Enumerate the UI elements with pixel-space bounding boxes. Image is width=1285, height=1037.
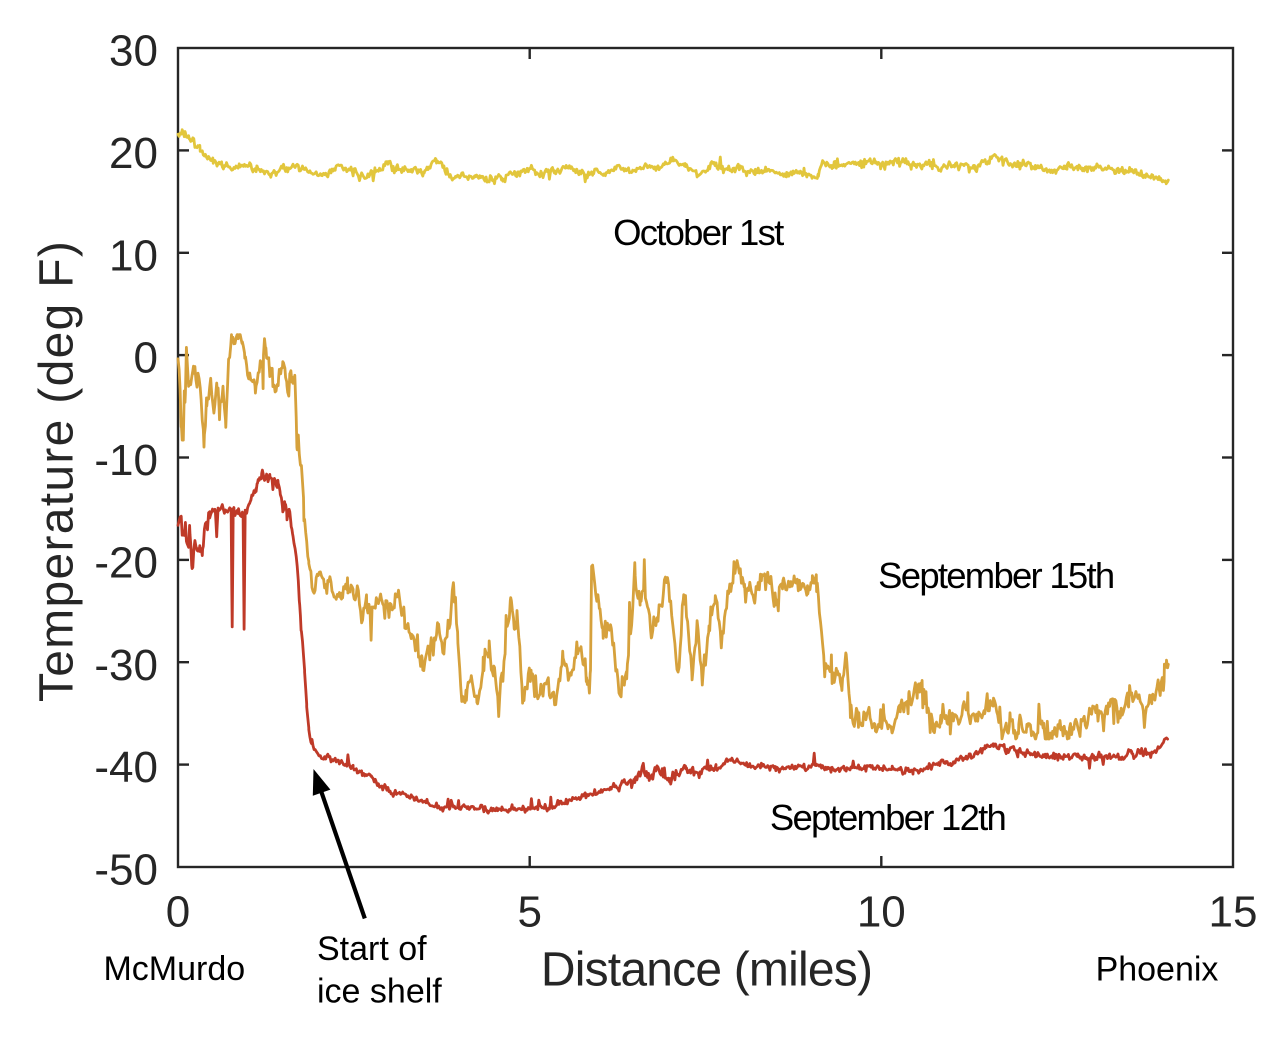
svg-text:Start of: Start of [317,930,427,968]
svg-text:Temperature (deg F): Temperature (deg F) [31,240,84,702]
svg-text:20: 20 [109,129,158,178]
svg-text:15: 15 [1209,888,1258,937]
svg-text:September 15th: September 15th [878,555,1113,596]
svg-text:-50: -50 [94,846,158,895]
svg-text:September 12th: September 12th [770,797,1005,838]
svg-text:-20: -20 [94,538,158,587]
svg-text:-30: -30 [94,641,158,690]
svg-text:Distance (miles): Distance (miles) [541,944,872,997]
svg-text:Phoenix: Phoenix [1096,950,1219,988]
svg-text:10: 10 [109,231,158,280]
svg-text:-40: -40 [94,743,158,792]
svg-text:0: 0 [166,888,190,937]
svg-text:-10: -10 [94,436,158,485]
svg-text:McMurdo: McMurdo [103,950,245,988]
svg-text:10: 10 [857,888,906,937]
svg-text:0: 0 [134,334,158,383]
svg-text:30: 30 [109,27,158,76]
svg-text:5: 5 [517,888,541,937]
svg-text:October 1st: October 1st [613,212,784,253]
svg-text:ice shelf: ice shelf [317,973,442,1011]
